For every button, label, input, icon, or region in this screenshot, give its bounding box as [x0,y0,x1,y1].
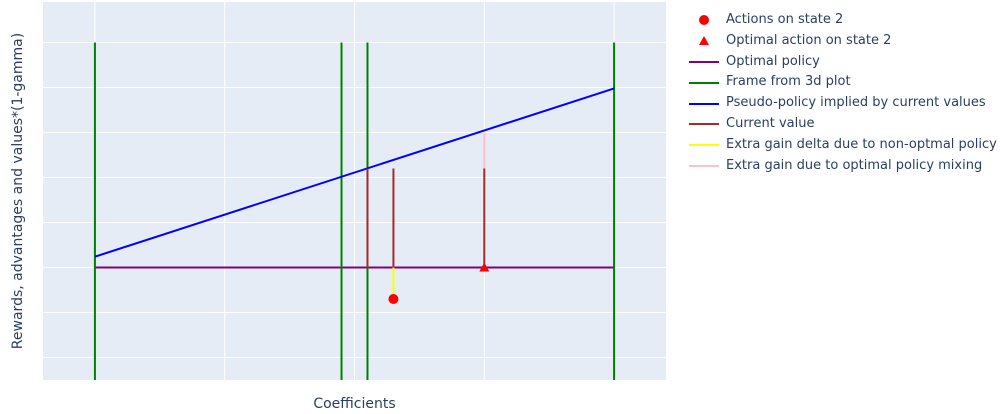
series-pseudo-policy-implied-by-current-values [94,87,615,258]
legend-label: Optimal policy [726,53,820,69]
legend-label: Actions on state 2 [726,12,844,27]
x-axis-title: Coefficients [313,396,395,412]
legend-label: Pseudo-policy implied by current values [726,95,986,111]
legend-label: Optimal action on state 2 [726,32,892,48]
series-actions-on-state-2 [388,294,399,304]
legend-item[interactable]: Optimal action on state 2 [684,31,997,52]
legend-triangle-icon [699,36,709,46]
legend-item[interactable]: Extra gain delta due to non-optmal polic… [684,135,997,156]
legend-circle-icon [699,15,709,26]
legend-swatch [684,94,724,114]
legend-item[interactable]: Actions on state 2 [684,10,997,31]
legend-label: Extra gain due to optimal policy mixing [726,157,983,173]
legend-swatch [684,31,724,51]
series-optimal-action-on-state-2 [479,262,490,272]
legend-swatch [684,156,724,176]
legend-item[interactable]: Current value [684,114,997,135]
line-segment [94,87,615,258]
series-current-value [366,168,486,268]
legend-item[interactable]: Pseudo-policy implied by current values [684,93,997,114]
legend-swatch [684,135,724,155]
legend-swatch [684,114,724,134]
legend-label: Extra gain delta due to non-optmal polic… [726,136,997,152]
legend-item[interactable]: Frame from 3d plot [684,72,997,93]
legend-item[interactable]: Extra gain due to optimal policy mixing [684,156,997,177]
legend: Actions on state 2 Optimal action on stat… [684,10,997,176]
legend-label: Frame from 3d plot [726,74,851,90]
legend-swatch [684,52,724,72]
legend-swatch [684,10,724,30]
marker-point [388,294,399,304]
y-axis-title: Rewards, advantages and values*(1-gamma) [10,33,26,349]
legend-label: Current value [726,115,815,131]
legend-item[interactable]: Optimal policy [684,52,997,73]
data-marks [93,42,616,380]
legend-swatch [684,73,724,93]
marker-point [479,262,490,272]
